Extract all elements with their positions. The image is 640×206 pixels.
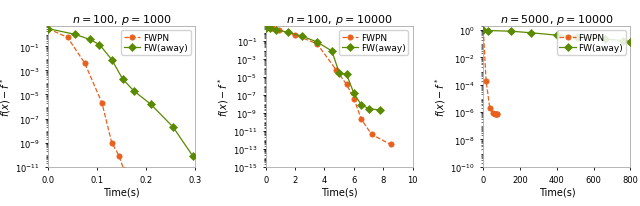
FW(away) <box>328 50 336 53</box>
FW(away) <box>627 41 634 44</box>
FW(away) <box>118 78 126 81</box>
X-axis label: Time(s): Time(s) <box>103 186 140 196</box>
FWPN <box>64 37 72 40</box>
Y-axis label: $f(x) - f^*$: $f(x) - f^*$ <box>216 77 230 116</box>
FWPN <box>123 170 131 173</box>
FW(away) <box>71 34 79 36</box>
FWPN <box>332 69 340 72</box>
FW(away) <box>376 109 384 112</box>
FWPN <box>493 113 501 116</box>
Line: FWPN: FWPN <box>481 28 500 117</box>
FW(away) <box>272 29 280 32</box>
FWPN <box>81 63 88 65</box>
FWPN <box>387 144 394 146</box>
Title: $n = 5000,\, p = 10000$: $n = 5000,\, p = 10000$ <box>500 13 614 27</box>
Legend: FWPN, FW(away): FWPN, FW(away) <box>122 31 191 56</box>
FWPN <box>44 28 52 31</box>
FW(away) <box>507 31 515 33</box>
FW(away) <box>479 30 487 32</box>
FW(away) <box>573 36 581 39</box>
FWPN <box>486 107 493 110</box>
FW(away) <box>147 104 155 106</box>
FW(away) <box>314 42 321 44</box>
Line: FW(away): FW(away) <box>263 26 383 113</box>
FW(away) <box>130 90 138 93</box>
FWPN <box>314 43 321 46</box>
FWPN <box>357 118 365 121</box>
FW(away) <box>365 108 372 110</box>
FW(away) <box>484 30 492 33</box>
FW(away) <box>86 39 93 41</box>
FWPN <box>483 80 490 82</box>
FW(away) <box>95 44 103 47</box>
Legend: FWPN, FW(away): FWPN, FW(away) <box>339 31 408 56</box>
FWPN <box>120 169 128 172</box>
Line: FW(away): FW(away) <box>45 27 195 159</box>
FW(away) <box>350 93 358 95</box>
Line: FWPN: FWPN <box>263 26 394 147</box>
FWPN <box>492 113 500 116</box>
FW(away) <box>169 126 177 129</box>
FWPN <box>125 170 132 173</box>
FW(away) <box>342 74 350 76</box>
Legend: FWPN, FW(away): FWPN, FW(away) <box>557 31 626 56</box>
Y-axis label: $f(x) - f^*$: $f(x) - f^*$ <box>0 77 13 116</box>
FWPN <box>350 98 358 100</box>
FWPN <box>291 34 299 37</box>
FWPN <box>342 84 350 86</box>
FW(away) <box>299 36 307 38</box>
Line: FW(away): FW(away) <box>481 28 633 45</box>
FW(away) <box>44 28 52 31</box>
FWPN <box>490 112 497 115</box>
Line: FWPN: FWPN <box>45 27 132 174</box>
Y-axis label: $f(x) - f^*$: $f(x) - f^*$ <box>433 77 448 116</box>
FWPN <box>492 113 499 116</box>
FW(away) <box>601 39 609 41</box>
FW(away) <box>553 35 561 37</box>
FWPN <box>98 102 106 105</box>
FW(away) <box>357 104 365 107</box>
FWPN <box>479 30 487 32</box>
FWPN <box>108 142 116 144</box>
FWPN <box>115 155 123 157</box>
FWPN <box>368 133 376 136</box>
FW(away) <box>284 32 292 34</box>
FW(away) <box>266 28 274 30</box>
Title: $n = 100,\, p = 1000$: $n = 100,\, p = 1000$ <box>72 13 172 27</box>
FW(away) <box>189 155 196 157</box>
FWPN <box>493 113 500 116</box>
X-axis label: Time(s): Time(s) <box>321 186 358 196</box>
FW(away) <box>262 28 269 30</box>
FWPN <box>275 29 283 32</box>
FW(away) <box>620 40 627 43</box>
FWPN <box>268 28 275 30</box>
FW(away) <box>527 32 535 35</box>
FW(away) <box>335 72 343 75</box>
X-axis label: Time(s): Time(s) <box>538 186 575 196</box>
FWPN <box>262 28 269 30</box>
FW(away) <box>108 59 116 62</box>
Title: $n = 100,\, p = 10000$: $n = 100,\, p = 10000$ <box>286 13 392 27</box>
